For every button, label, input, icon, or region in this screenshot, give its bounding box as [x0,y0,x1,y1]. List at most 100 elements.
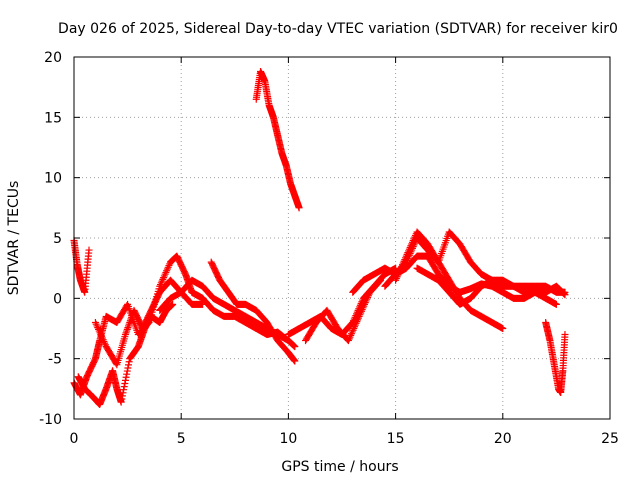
data-point [358,306,366,314]
series-arc-n [381,252,569,302]
y-tick-label: -10 [39,412,62,428]
data-point [121,376,129,384]
data-point [354,316,362,324]
data-point [123,325,131,333]
data-point [164,263,172,271]
data-point [291,343,299,351]
data-point [355,312,363,320]
data-point [133,344,141,352]
data-point [348,328,356,336]
data-point [352,319,360,327]
data-point [402,252,410,260]
data-point [122,329,130,337]
data-point [361,300,369,308]
data-point [364,293,372,301]
data-point [159,275,167,283]
data-point [400,257,408,265]
data-point [123,370,131,378]
data-point [402,254,410,262]
data-point [124,364,132,372]
data-point [405,245,413,253]
data-point [377,276,385,284]
data-point [560,290,568,298]
x-tick-label: 15 [387,431,405,447]
data-point [97,331,105,339]
data-point [118,392,126,400]
data-point [346,333,354,341]
data-points [70,67,569,409]
data-point [98,334,106,342]
data-point [291,357,299,365]
data-point [94,324,102,332]
data-point [353,318,361,326]
data-point [120,386,128,394]
data-point [165,262,173,270]
data-point [399,259,407,267]
data-point [351,323,359,331]
data-point [158,277,166,285]
x-tick-label: 5 [177,431,186,447]
x-tick-label: 25 [601,431,619,447]
series-arc-i [284,264,400,339]
data-point [93,322,101,330]
data-point [101,339,109,347]
data-point [295,204,303,212]
data-point [362,297,370,305]
data-point [411,233,419,241]
grid-lines [74,57,610,419]
data-point [123,367,131,375]
data-point [354,314,362,322]
data-point [96,329,104,337]
data-point [91,318,99,326]
data-point [119,389,127,397]
data-point [125,361,133,369]
data-point [284,337,292,345]
series-arc-a [70,236,93,296]
data-point [404,249,412,257]
y-tick-label: 5 [53,231,62,247]
data-point [406,243,414,251]
data-point [157,279,165,287]
y-tick-label: 20 [44,50,62,66]
data-point [376,277,384,285]
data-point [347,330,355,338]
data-point [408,240,416,248]
data-point [121,331,129,339]
data-point [125,320,133,328]
data-point [98,332,106,340]
x-axis-label: GPS time / hours [281,459,398,475]
data-point [117,398,125,406]
series-arc-o [542,318,569,396]
data-point [401,256,409,264]
data-point [127,315,135,323]
series-arc-d [91,276,207,369]
data-point [561,291,569,299]
data-point [403,250,411,258]
data-point [122,373,130,381]
x-tick-label: 20 [494,431,512,447]
data-point [356,311,364,319]
data-point [99,336,107,344]
data-point [163,265,171,273]
series-arc-j [302,276,385,345]
data-point [283,335,291,343]
data-point [552,300,560,308]
data-point [350,325,358,332]
data-point [169,300,177,308]
series-arc-b [70,252,207,399]
series-arc-h [252,67,303,212]
data-point [351,321,359,329]
data-point [100,337,108,345]
data-point [344,337,352,345]
data-point [121,379,129,387]
data-point [363,295,371,303]
series-arc-c [74,300,177,409]
y-tick-label: 0 [53,291,62,307]
data-point [123,327,131,335]
x-tick-label: 10 [279,431,297,447]
data-point [561,331,569,339]
data-point [160,274,168,282]
data-point [125,358,133,366]
data-point [360,302,368,310]
